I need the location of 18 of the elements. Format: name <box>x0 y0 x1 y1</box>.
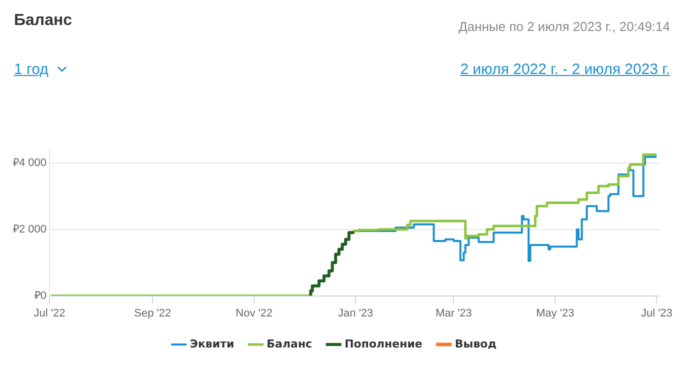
x-tick-label: Jul '22 <box>34 307 66 320</box>
legend-label: Пополнение <box>344 337 422 350</box>
y-tick-label: ₽2 000 <box>12 223 47 236</box>
x-tick-label: Mar '23 <box>436 307 472 320</box>
legend-label: Баланс <box>266 337 312 350</box>
x-tick-label: Sep '22 <box>134 307 172 320</box>
text: 1 год <box>14 61 48 78</box>
chart-title: Баланс <box>14 12 72 30</box>
x-tick-label: Jul '23 <box>640 307 672 320</box>
y-tick-label: ₽0 <box>34 290 47 302</box>
legend-label: Вывод <box>454 337 497 350</box>
chart-subtitle: Данные по 2 июля 2023 г., 20:49:14 <box>458 19 670 34</box>
legend-label: Эквити <box>190 337 234 350</box>
y-tick-label: ₽4 000 <box>12 156 47 169</box>
x-tick-label: Jan '23 <box>338 307 374 320</box>
x-tick-label: Nov '22 <box>236 307 273 320</box>
text: 2 июля 2022 г. - 2 июля 2023 г. <box>460 61 670 78</box>
x-tick-label: May '23 <box>536 307 574 320</box>
